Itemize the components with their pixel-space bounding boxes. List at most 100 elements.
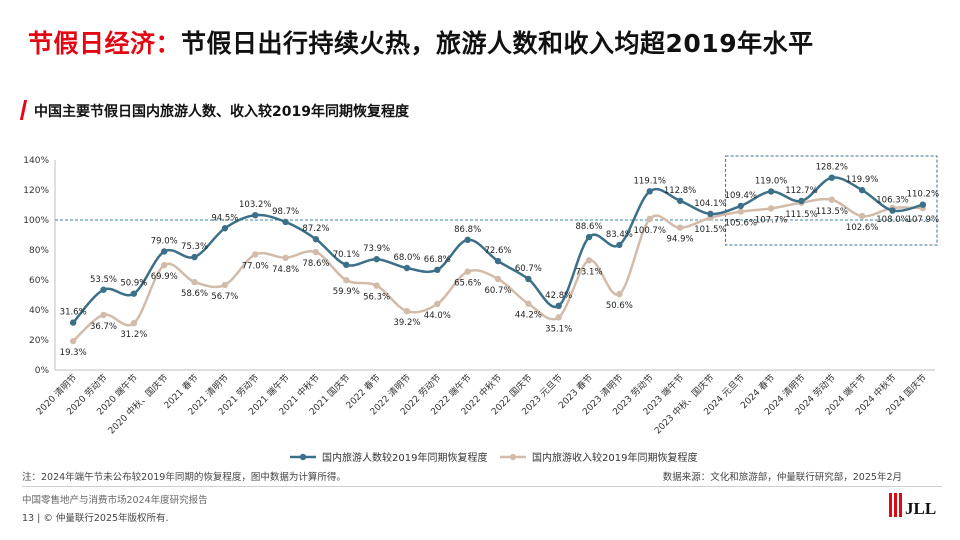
revenue-data-label: 44.0% (424, 311, 451, 321)
visitors-data-label: 87.2% (302, 224, 329, 234)
visitors-data-label: 110.2% (907, 190, 939, 200)
visitors-point (737, 202, 744, 210)
visitors-point (282, 218, 289, 226)
visitors-data-label: 42.8% (545, 291, 572, 301)
revenue-data-label: 50.6% (606, 301, 633, 311)
revenue-point (464, 268, 471, 275)
visitors-point (889, 207, 896, 214)
revenue-data-label: 94.9% (667, 235, 694, 245)
chart-subtitle: 中国主要节假日国内旅游人数、收入较2019年同期恢复程度 (34, 104, 409, 120)
visitors-data-label: 104.1% (694, 199, 726, 209)
revenue-point (585, 257, 593, 264)
y-tick-label: 140% (23, 156, 49, 166)
revenue-data-label: 113.5% (816, 207, 848, 217)
visitors-data-label: 31.6% (60, 308, 87, 318)
page-footer: 13 | © 仲量联行2025年版权所有. (22, 510, 169, 524)
revenue-point (494, 275, 502, 283)
visitors-point (525, 275, 532, 283)
y-tick-label: 60% (29, 276, 49, 286)
revenue-data-label: 65.6% (454, 279, 481, 289)
visitors-point (434, 266, 441, 273)
visitors-point (100, 286, 107, 293)
y-tick-label: 80% (29, 246, 49, 256)
visitors-point (858, 186, 866, 194)
revenue-data-label: 69.9% (151, 272, 178, 282)
visitors-point (616, 241, 623, 249)
revenue-point (343, 276, 350, 284)
visitors-data-label: 98.7% (272, 207, 299, 217)
visitors-data-label: 128.2% (816, 163, 848, 173)
visitors-point (221, 225, 229, 232)
revenue-point (737, 208, 744, 215)
revenue-point (767, 205, 775, 212)
page-title: 节假日经济：节假日出行持续火热，旅游人数和收入均超2019年水平 (28, 24, 814, 60)
visitors-point (798, 197, 805, 205)
revenue-data-label: 19.3% (60, 348, 87, 358)
visitors-data-label: 72.6% (484, 246, 511, 256)
visitors-point (191, 253, 198, 261)
visitors-point (403, 264, 411, 272)
copyright: | © 仲量联行2025年版权所有. (37, 513, 169, 524)
visitors-point (464, 236, 471, 243)
visitors-data-label: 103.2% (239, 200, 271, 210)
revenue-data-label: 77.0% (242, 262, 269, 272)
visitors-point (69, 319, 77, 326)
revenue-data-label: 105.6% (725, 219, 757, 229)
visitors-data-label: 70.1% (333, 250, 360, 260)
page-title-main: 节假日出行持续火热，旅游人数和收入均超2019年水平 (181, 29, 814, 58)
visitors-point (312, 236, 320, 243)
revenue-point (555, 314, 562, 321)
visitors-point (494, 257, 502, 265)
y-tick-label: 40% (29, 306, 49, 316)
visitors-point (676, 197, 684, 204)
visitors-data-label: 119.0% (755, 177, 787, 187)
highlight-box-2024 (725, 155, 938, 246)
revenue-data-label: 58.6% (181, 289, 208, 299)
revenue-point (161, 261, 168, 269)
visitors-point (767, 188, 775, 195)
visitors-data-label: 73.9% (363, 244, 390, 254)
visitors-point (130, 290, 138, 297)
revenue-point (403, 308, 411, 315)
visitors-data-label: 119.1% (634, 176, 666, 186)
visitors-point (161, 248, 168, 255)
revenue-data-label: 78.6% (302, 259, 329, 269)
legend-revenue-label: 国内旅游收入较2019年同期恢复程度 (532, 451, 697, 464)
revenue-data-label: 107.9% (907, 215, 939, 225)
revenue-data-label: 39.2% (393, 318, 420, 328)
visitors-data-label: 83.4% (606, 230, 633, 240)
revenue-point (616, 290, 623, 298)
revenue-point (676, 224, 684, 231)
visitors-data-label: 60.7% (515, 264, 542, 274)
revenue-point (373, 282, 380, 289)
y-tick-label: 100% (23, 216, 49, 226)
logo-text: JLL (905, 499, 936, 518)
revenue-data-label: 36.7% (90, 322, 117, 332)
revenue-point (312, 248, 320, 256)
visitors-point (252, 212, 259, 219)
revenue-point (252, 251, 259, 258)
revenue-data-label: 111.5% (785, 210, 817, 220)
visitors-data-label: 68.0% (393, 253, 420, 263)
visitors-data-label: 79.0% (151, 237, 178, 247)
visitors-data-label: 50.9% (120, 279, 147, 289)
y-tick-label: 0% (35, 366, 50, 376)
visitors-point (646, 188, 653, 195)
legend-visitors-marker (299, 453, 307, 461)
data-source: 数据来源：文化和旅游部，仲量联行研究部，2025年2月 (662, 472, 902, 483)
page-number: 13 (22, 513, 35, 524)
footer-divider (22, 486, 942, 487)
revenue-point (100, 311, 107, 319)
revenue-data-label: 100.7% (634, 226, 666, 236)
legend-visitors-label: 国内旅游人数较2019年同期恢复程度 (322, 451, 487, 464)
revenue-point (525, 300, 532, 307)
visitors-data-label: 75.3% (181, 242, 208, 252)
revenue-point (282, 254, 289, 261)
revenue-point (130, 320, 138, 327)
revenue-point (646, 215, 653, 223)
visitors-data-label: 66.8% (424, 255, 451, 265)
revenue-data-label: 31.2% (120, 330, 147, 340)
visitors-data-label: 88.6% (576, 222, 603, 232)
revenue-data-label: 73.1% (576, 267, 603, 277)
visitors-point (585, 233, 593, 241)
